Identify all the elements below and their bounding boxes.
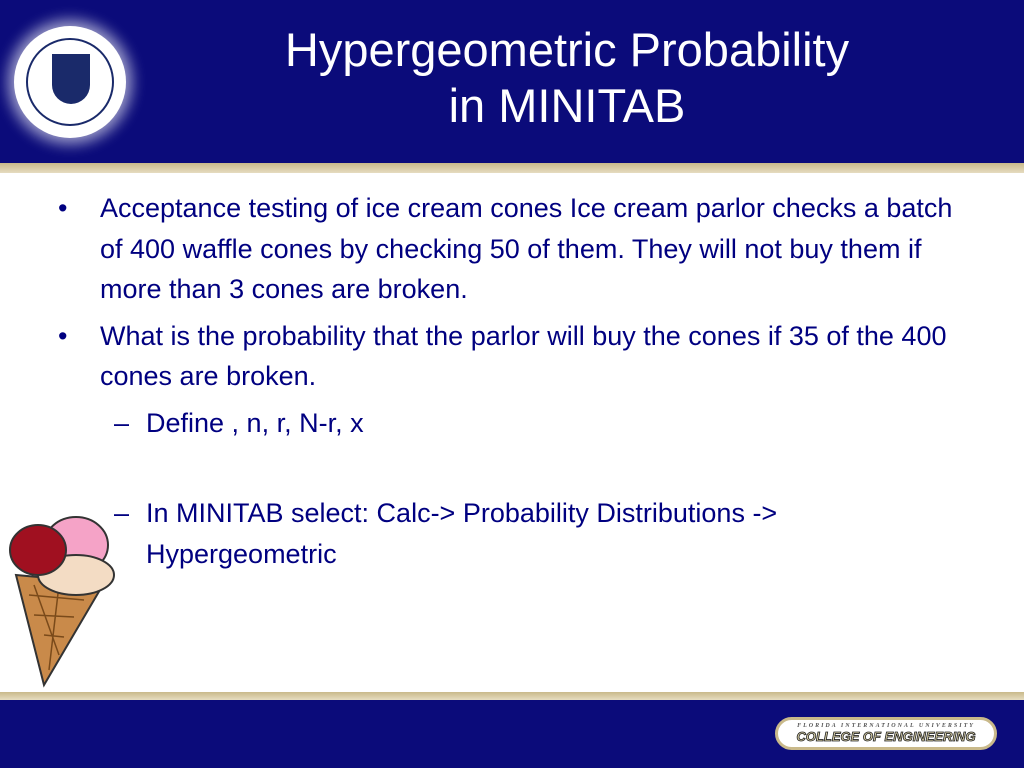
- logo-university-text: FLORIDA INTERNATIONAL UNIVERSITY: [797, 723, 975, 729]
- logo-college-text: COLLEGE OF ENGINEERING: [796, 729, 976, 745]
- title-line-2: in MINITAB: [448, 79, 686, 132]
- sub-bullet-text: In MINITAB select: Calc-> Probability Di…: [146, 498, 778, 569]
- slide-body: • Acceptance testing of ice cream cones I…: [58, 188, 978, 574]
- bullet-item: • What is the probability that the parlor…: [58, 316, 978, 397]
- title-line-1: Hypergeometric Probability: [284, 23, 850, 76]
- sub-bullet-mark: –: [114, 407, 130, 438]
- bullet-item: • Acceptance testing of ice cream cones I…: [58, 188, 978, 310]
- sub-bullet-mark: –: [114, 498, 130, 528]
- bullet-text: Acceptance testing of ice cream cones Ic…: [100, 193, 953, 304]
- college-logo: FLORIDA INTERNATIONAL UNIVERSITY COLLEGE…: [775, 717, 997, 750]
- header-gold-stripe: [0, 163, 1024, 173]
- bullet-mark: •: [58, 193, 68, 223]
- slide-title: Hypergeometric Probability in MINITAB: [150, 22, 984, 134]
- header-band: [0, 0, 1024, 163]
- ice-cream-cone-icon: [9, 516, 115, 688]
- sub-bullet-text: Define , n, r, N-r, x: [146, 407, 364, 438]
- footer-gold-stripe: [0, 692, 1024, 700]
- university-seal-icon: [14, 26, 126, 138]
- bullet-text: What is the probability that the parlor …: [100, 320, 947, 392]
- sub-bullet-item: – Define , n, r, N-r, x: [58, 403, 978, 444]
- sub-bullet-item: – In MINITAB select: Calc-> Probability D…: [58, 493, 978, 574]
- bullet-mark: •: [58, 320, 68, 351]
